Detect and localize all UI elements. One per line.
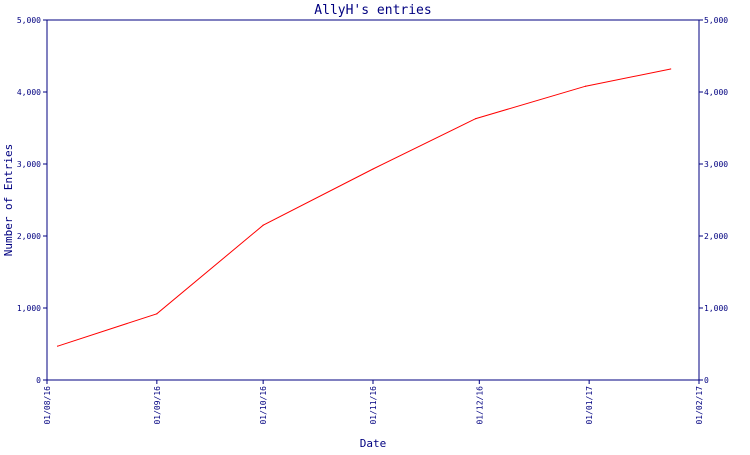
y-tick-label-right: 3,000 <box>704 160 728 169</box>
y-tick-label-right: 1,000 <box>704 304 728 313</box>
y-axis-label: Number of Entries <box>2 144 15 257</box>
series-layer <box>57 68 672 347</box>
data-point <box>262 224 264 226</box>
y-tick-label-left: 5,000 <box>17 16 41 25</box>
y-tick-label-right: 4,000 <box>704 88 728 97</box>
x-tick-label: 01/09/16 <box>153 386 162 425</box>
y-tick-label-right: 5,000 <box>704 16 728 25</box>
data-point <box>156 313 158 315</box>
y-tick-label-left: 1,000 <box>17 304 41 313</box>
data-point <box>585 85 587 87</box>
y-tick-label-left: 2,000 <box>17 232 41 241</box>
y-tick-label-left: 4,000 <box>17 88 41 97</box>
y-tick-label-left: 0 <box>36 376 41 385</box>
chart-title: AllyH's entries <box>314 3 431 18</box>
plot-area-frame <box>46 19 700 381</box>
y-tick-label-right: 2,000 <box>704 232 728 241</box>
x-axis-label: Date <box>360 437 387 450</box>
axis-ticks: 0 0 1,000 1,000 2,000 2,000 3,000 3,000 4,000 4,0… <box>17 16 728 425</box>
y-tick-label-right: 0 <box>704 376 709 385</box>
data-point <box>475 118 477 120</box>
series-line <box>57 68 671 347</box>
data-point <box>372 168 374 170</box>
x-tick-label: 01/08/16 <box>43 386 52 425</box>
x-tick-label: 01/12/16 <box>475 386 484 425</box>
x-tick-label: 01/01/17 <box>585 386 594 425</box>
data-point <box>57 345 59 347</box>
data-point <box>670 68 672 70</box>
x-tick-label: 01/10/16 <box>259 386 268 425</box>
x-tick-label: 01/11/16 <box>369 386 378 425</box>
x-tick-label: 01/02/17 <box>695 386 704 425</box>
y-tick-label-left: 3,000 <box>17 160 41 169</box>
